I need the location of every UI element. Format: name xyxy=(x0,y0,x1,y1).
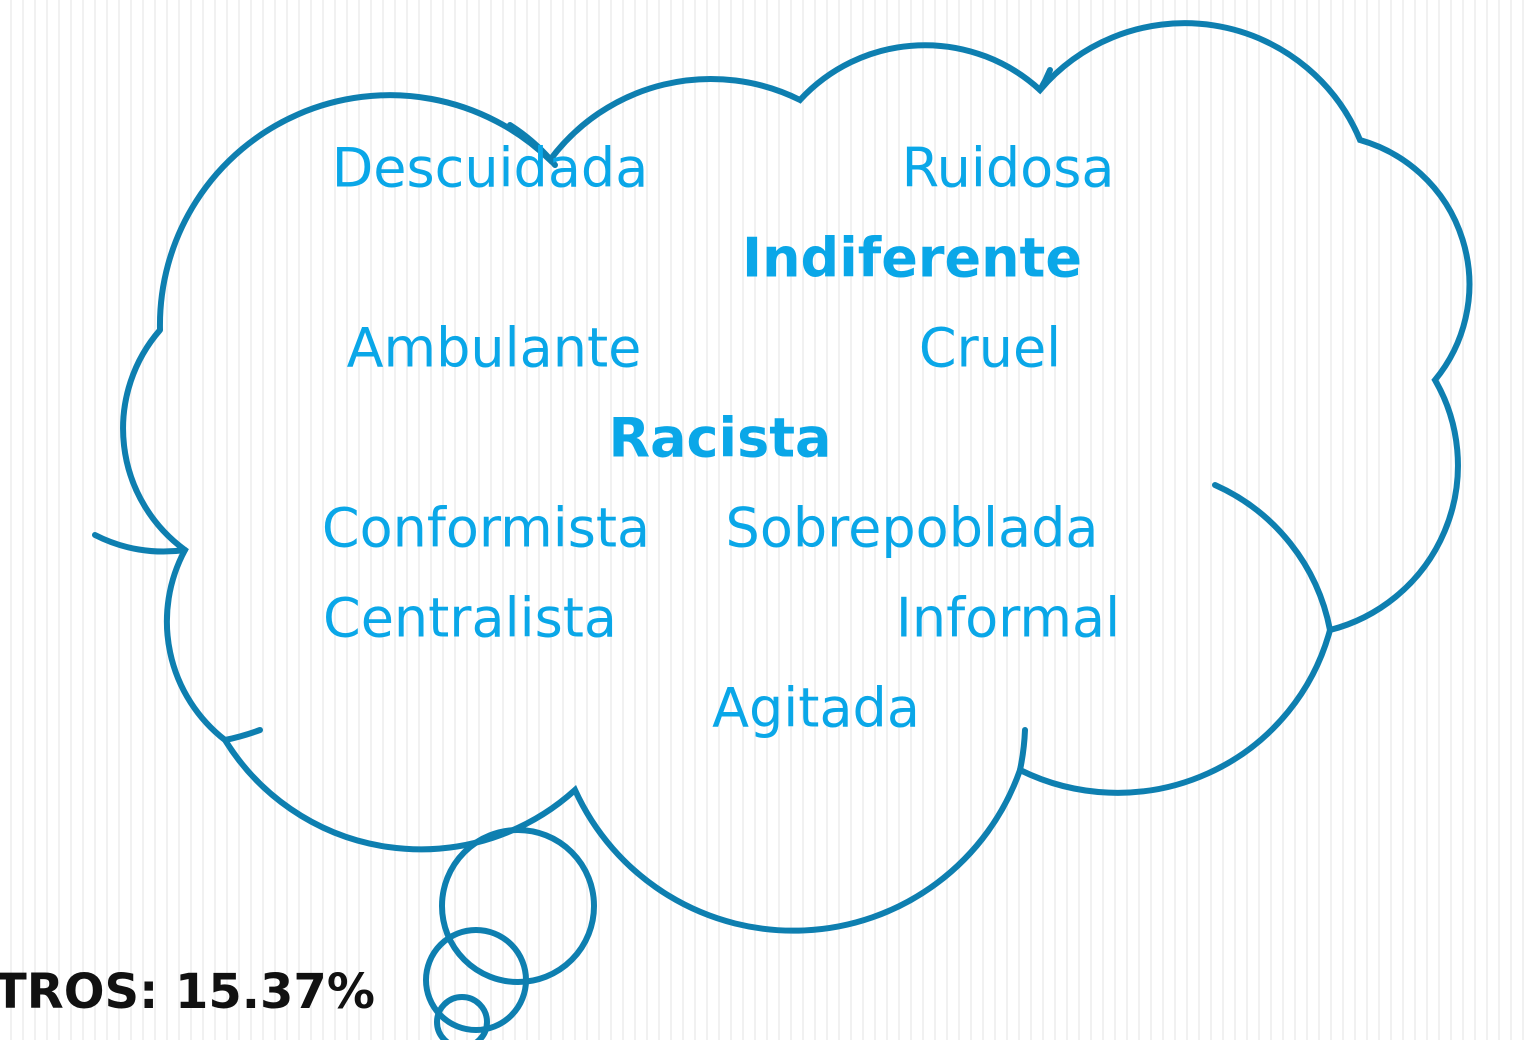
word: Agitada xyxy=(712,677,920,740)
cloud xyxy=(120,20,1473,934)
word: Conformista xyxy=(322,497,650,560)
cloud-fold xyxy=(1037,67,1053,93)
word: Indiferente xyxy=(742,227,1082,290)
cloud-fold xyxy=(92,532,188,555)
word: Cruel xyxy=(919,317,1061,380)
word: Sobrepoblada xyxy=(726,497,1099,560)
word: Racista xyxy=(609,407,832,470)
thought-bubble xyxy=(439,827,597,985)
word: Informal xyxy=(896,587,1120,650)
word: Ambulante xyxy=(347,317,642,380)
word: Centralista xyxy=(323,587,617,650)
thought-bubble xyxy=(423,927,529,1033)
cloud-fold xyxy=(222,727,263,743)
cloud-fold xyxy=(507,122,558,168)
footer-label: TROS: 15.37% xyxy=(0,964,375,1020)
cloud-fold xyxy=(1212,482,1333,633)
word: Ruidosa xyxy=(902,137,1115,200)
cloud-fold xyxy=(1017,727,1028,773)
thought-bubble xyxy=(434,994,490,1040)
word: Descuidada xyxy=(332,137,649,200)
